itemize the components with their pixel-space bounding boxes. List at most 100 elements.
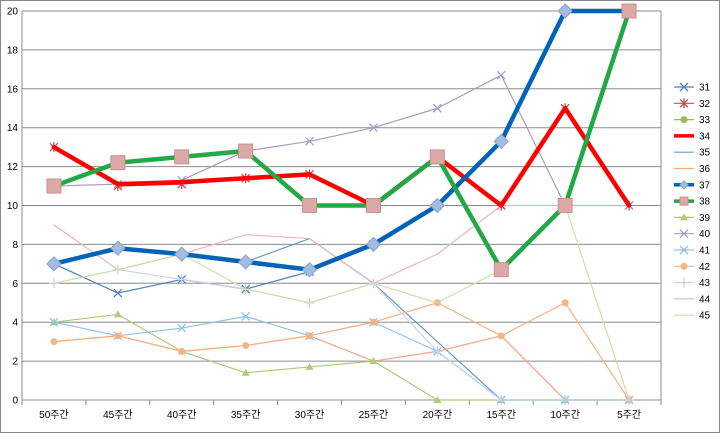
legend-marker: [679, 245, 689, 255]
legend-label: 32: [699, 99, 711, 110]
data-point: [46, 178, 62, 194]
data-point: [365, 236, 382, 253]
data-point: [301, 261, 318, 278]
x-axis: 50주간 45주간 40주간 35주간 30주간 25주간 20주간 15주간 10주간 5주간: [21, 400, 662, 421]
series-line: [51, 8, 632, 272]
data-point: [238, 143, 254, 159]
series-line: [51, 8, 632, 272]
data-point: [302, 198, 318, 213]
legend-label: 41: [699, 246, 711, 257]
legend-label: 31: [699, 83, 711, 94]
y-tick-label: 12: [7, 162, 19, 173]
legend-entry: 32: [674, 98, 711, 110]
data-point: [174, 149, 190, 165]
legend-marker: [680, 116, 688, 124]
legend-marker: [679, 98, 689, 109]
legend-label: 39: [699, 213, 711, 224]
data-point: [178, 347, 186, 355]
legend-marker: [679, 277, 689, 288]
data-point: [493, 133, 509, 150]
x-tick-label: 25주간: [359, 409, 389, 421]
legend-label: 44: [699, 294, 711, 305]
legend-label: 36: [699, 164, 711, 175]
data-point: [560, 395, 571, 405]
data-point: [493, 262, 509, 278]
x-tick-label: 45주간: [103, 409, 133, 421]
x-tick-label: 35주간: [231, 409, 261, 421]
legend-marker: [680, 213, 688, 221]
legend-marker: [679, 196, 689, 206]
data-point: [368, 123, 378, 133]
x-tick-label: 30주간: [295, 409, 325, 421]
x-tick-label: 15주간: [486, 409, 516, 421]
data-point: [242, 342, 250, 350]
data-point: [557, 3, 573, 19]
legend-entry: 35: [674, 148, 711, 159]
data-point: [496, 395, 507, 405]
data-point: [305, 362, 314, 370]
series-line: [51, 106, 632, 208]
legend-label: 34: [699, 131, 711, 142]
legend-marker: [679, 180, 689, 190]
data-point: [176, 274, 187, 285]
data-point: [241, 311, 251, 321]
legend-marker: [679, 82, 689, 92]
legend-entry: 39: [674, 213, 711, 224]
data-point: [429, 197, 446, 214]
data-point: [369, 357, 378, 365]
series-42: [50, 299, 633, 404]
legend-entry: 44: [674, 294, 711, 305]
legend-entry: 37: [674, 180, 711, 191]
data-point: [110, 155, 126, 171]
legend-entry: 38: [674, 196, 711, 208]
data-point: [432, 103, 442, 113]
legend-label: 45: [699, 311, 711, 322]
data-point: [114, 332, 122, 340]
legend-entry: 31: [674, 83, 711, 94]
y-axis: 0 2 4 6 8 10 12 14 16 18 20: [7, 7, 662, 407]
y-tick-label: 16: [7, 84, 19, 95]
data-point: [49, 317, 59, 327]
legend-marker: [679, 229, 689, 239]
series-group: [46, 3, 637, 405]
y-tick-label: 0: [12, 396, 18, 407]
legend-entry: 34: [674, 131, 711, 142]
x-tick-label: 10주간: [550, 409, 580, 421]
y-tick-label: 10: [7, 201, 19, 212]
data-point: [46, 256, 62, 272]
legend-marker: [680, 262, 688, 270]
x-tick-label: 50주간: [39, 409, 69, 421]
y-tick-label: 14: [7, 123, 19, 134]
legend-entry: 40: [674, 229, 711, 240]
data-point: [237, 254, 254, 270]
x-tick-label: 20주간: [423, 409, 453, 421]
y-tick-label: 8: [12, 240, 18, 251]
legend: 31 32 33 34 35 36 37 38 39 40 41 42 43 44 45: [674, 83, 711, 322]
legend-entry: 43: [674, 277, 711, 289]
series-line: [53, 302, 630, 401]
data-point: [621, 3, 637, 19]
data-point: [113, 310, 122, 318]
legend-entry: 33: [674, 115, 711, 126]
legend-label: 43: [699, 278, 711, 289]
data-point: [496, 70, 506, 80]
legend-label: 42: [699, 262, 711, 273]
legend-label: 35: [699, 148, 711, 159]
y-tick-label: 4: [12, 318, 18, 329]
data-point: [305, 136, 315, 146]
y-tick-label: 6: [12, 279, 18, 290]
data-point: [557, 198, 573, 213]
data-point: [429, 149, 445, 165]
legend-label: 38: [699, 197, 711, 208]
legend-label: 33: [699, 115, 711, 126]
data-point: [497, 332, 505, 340]
y-tick-label: 18: [7, 45, 19, 56]
data-point: [306, 332, 314, 340]
legend-entry: 36: [674, 164, 711, 175]
series-34: [51, 106, 632, 208]
legend-label: 40: [699, 229, 711, 240]
x-tick-label: 5주간: [617, 409, 641, 421]
